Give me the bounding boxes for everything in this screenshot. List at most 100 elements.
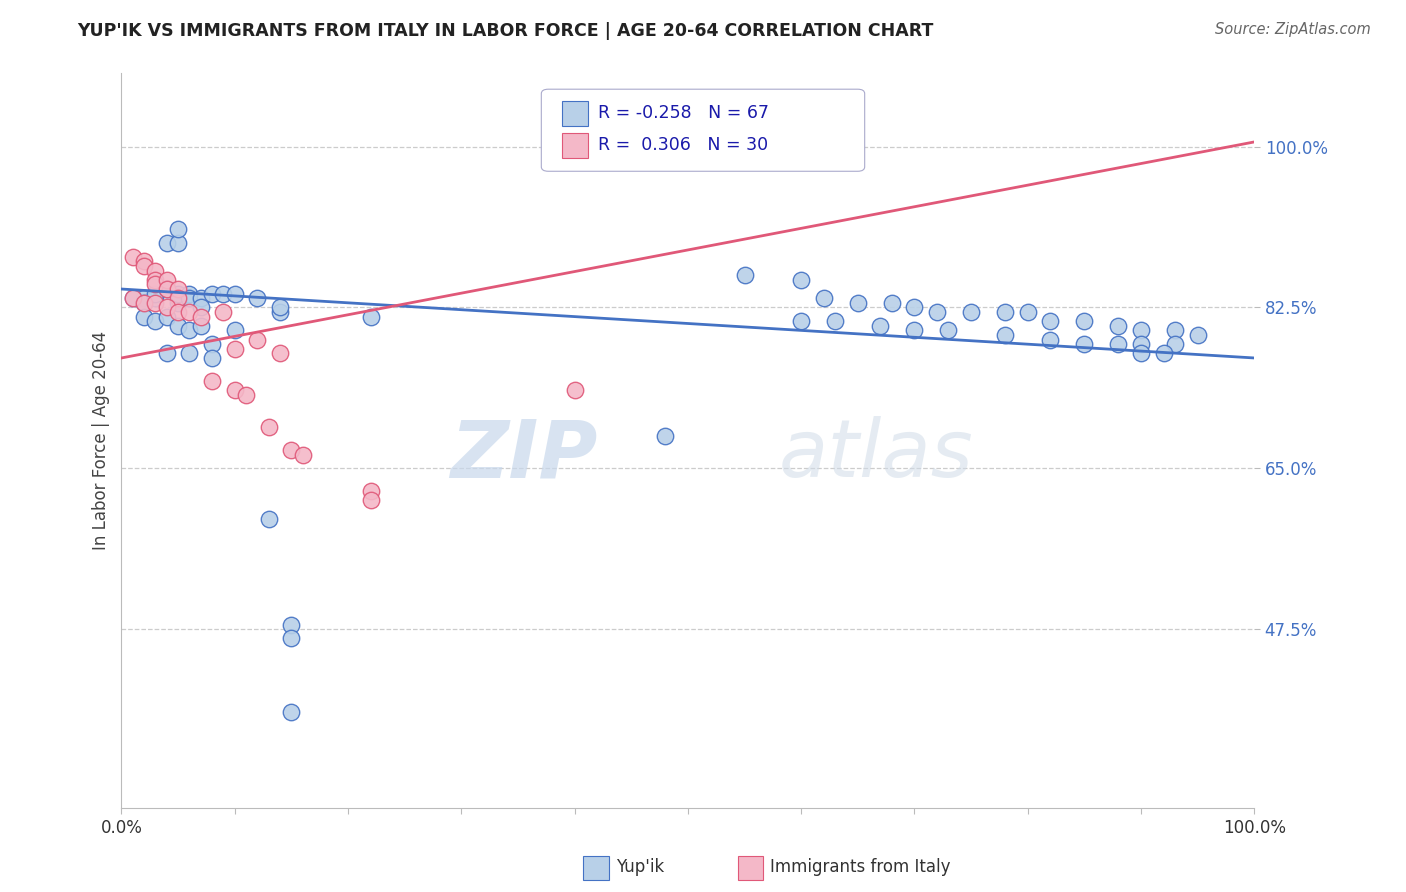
Point (224, 342, 246, 356)
Point (994, 305, 1017, 319)
Point (145, 295, 167, 310)
Point (145, 273, 167, 287)
Point (167, 222, 190, 236)
Point (156, 301, 179, 315)
Point (869, 318, 891, 333)
Point (212, 305, 235, 319)
Point (1130, 323, 1153, 337)
Point (1017, 305, 1039, 319)
Point (167, 282, 190, 296)
Point (179, 286, 201, 301)
Point (246, 333, 269, 347)
Point (190, 301, 212, 315)
Point (1164, 323, 1187, 337)
Y-axis label: In Labor Force | Age 20-64: In Labor Force | Age 20-64 (93, 331, 110, 550)
Point (257, 420, 280, 434)
Point (564, 383, 586, 397)
Point (813, 291, 835, 305)
Point (212, 286, 235, 301)
Point (846, 295, 869, 310)
Point (235, 388, 257, 402)
Point (246, 291, 269, 305)
Point (201, 286, 224, 301)
Point (1073, 314, 1095, 328)
Point (156, 346, 179, 360)
Point (121, 250, 143, 264)
Text: Immigrants from Italy: Immigrants from Italy (770, 858, 950, 876)
Text: YUP'IK VS IMMIGRANTS FROM ITALY IN LABOR FORCE | AGE 20-64 CORRELATION CHART: YUP'IK VS IMMIGRANTS FROM ITALY IN LABOR… (77, 22, 934, 40)
Point (257, 512, 280, 526)
Text: R =  0.306   N = 30: R = 0.306 N = 30 (598, 136, 768, 154)
Point (280, 617, 302, 632)
Text: Source: ZipAtlas.com: Source: ZipAtlas.com (1215, 22, 1371, 37)
Point (156, 235, 179, 250)
Point (880, 295, 903, 310)
Point (156, 310, 179, 324)
Point (269, 301, 291, 315)
Point (190, 310, 212, 324)
Point (938, 323, 960, 337)
Point (179, 346, 201, 360)
Point (121, 291, 143, 305)
Point (201, 337, 224, 351)
Point (132, 310, 155, 324)
Point (167, 291, 190, 305)
Point (167, 286, 190, 301)
Point (201, 374, 224, 388)
Point (1039, 314, 1062, 328)
Point (1107, 337, 1129, 351)
Point (360, 493, 382, 508)
Point (201, 351, 224, 365)
Text: R = -0.258   N = 67: R = -0.258 N = 67 (598, 104, 769, 122)
Point (1073, 337, 1095, 351)
Point (1164, 337, 1187, 351)
Point (145, 286, 167, 301)
Point (360, 484, 382, 499)
Point (280, 442, 302, 457)
Point (224, 383, 246, 397)
Point (145, 277, 167, 292)
Point (156, 273, 179, 287)
Point (1187, 328, 1209, 343)
Point (167, 295, 190, 310)
Point (734, 268, 756, 283)
Point (1130, 346, 1153, 360)
Point (824, 314, 846, 328)
Point (156, 282, 179, 296)
Point (1130, 337, 1153, 351)
Point (360, 310, 382, 324)
Point (167, 305, 190, 319)
Point (132, 295, 155, 310)
Point (145, 314, 167, 328)
Point (1107, 318, 1129, 333)
Point (145, 263, 167, 277)
Point (132, 295, 155, 310)
Point (179, 323, 201, 337)
Point (167, 235, 190, 250)
Point (994, 328, 1017, 343)
Point (190, 291, 212, 305)
Point (269, 346, 291, 360)
Point (790, 273, 813, 287)
Text: atlas: atlas (779, 417, 973, 494)
Point (179, 291, 201, 305)
Point (1153, 346, 1175, 360)
Point (291, 448, 314, 462)
Point (190, 318, 212, 333)
Point (132, 291, 155, 305)
Point (654, 429, 676, 443)
Point (224, 323, 246, 337)
Point (224, 286, 246, 301)
Point (280, 705, 302, 719)
Point (179, 305, 201, 319)
Point (132, 254, 155, 268)
Point (903, 301, 925, 315)
Point (960, 305, 983, 319)
Point (156, 282, 179, 296)
Point (790, 314, 813, 328)
Point (132, 259, 155, 273)
Point (121, 291, 143, 305)
Point (269, 305, 291, 319)
Point (167, 318, 190, 333)
Text: Yup'ik: Yup'ik (616, 858, 664, 876)
